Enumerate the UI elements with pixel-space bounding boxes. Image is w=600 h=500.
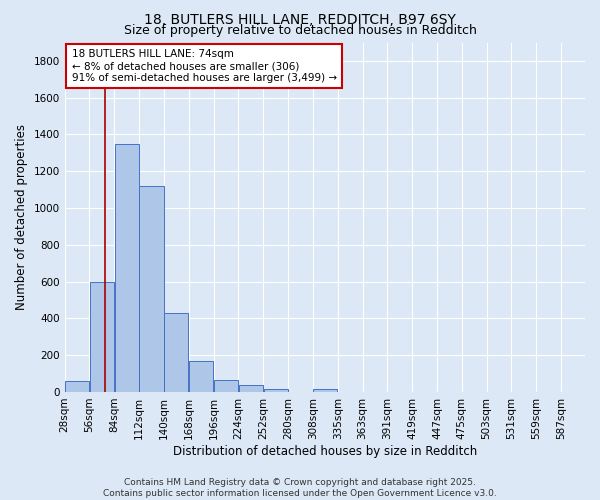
Bar: [214, 380, 238, 392]
Bar: [313, 389, 337, 392]
Bar: [65, 381, 89, 392]
Text: Contains HM Land Registry data © Crown copyright and database right 2025.
Contai: Contains HM Land Registry data © Crown c…: [103, 478, 497, 498]
Bar: [164, 313, 188, 392]
Bar: [189, 360, 213, 392]
Bar: [90, 282, 114, 392]
Text: 18, BUTLERS HILL LANE, REDDITCH, B97 6SY: 18, BUTLERS HILL LANE, REDDITCH, B97 6SY: [144, 12, 456, 26]
Bar: [139, 186, 164, 392]
Bar: [115, 144, 139, 392]
Bar: [239, 384, 263, 392]
Bar: [263, 389, 287, 392]
Text: 18 BUTLERS HILL LANE: 74sqm
← 8% of detached houses are smaller (306)
91% of sem: 18 BUTLERS HILL LANE: 74sqm ← 8% of deta…: [71, 50, 337, 82]
Text: Size of property relative to detached houses in Redditch: Size of property relative to detached ho…: [124, 24, 476, 37]
Y-axis label: Number of detached properties: Number of detached properties: [15, 124, 28, 310]
X-axis label: Distribution of detached houses by size in Redditch: Distribution of detached houses by size …: [173, 444, 477, 458]
